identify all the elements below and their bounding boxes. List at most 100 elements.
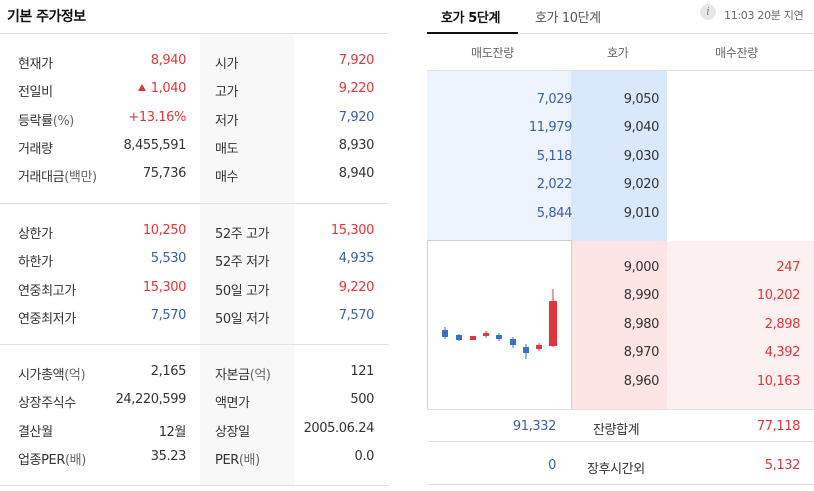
divider bbox=[0, 485, 389, 486]
info-label-unit: (%) bbox=[52, 113, 75, 129]
info-row: 업종PER(배) 35.23 PER(배) 0.0 bbox=[0, 444, 389, 472]
active-tab-indicator bbox=[427, 32, 518, 34]
info-value: 121 bbox=[350, 364, 374, 379]
candle bbox=[523, 347, 529, 353]
info-label-text: 상장일 bbox=[215, 424, 250, 440]
info-label-unit: (억) bbox=[64, 368, 86, 383]
delay-notice: 11:03 20분 지연 bbox=[724, 9, 804, 22]
candle bbox=[510, 339, 516, 345]
info-row: 결산월 12월 상장일 2005.06.24 bbox=[0, 416, 389, 444]
info-value: 1,040 bbox=[137, 81, 187, 97]
ask-qty: 7,029 bbox=[536, 92, 573, 107]
info-value-text: 12월 bbox=[158, 424, 187, 440]
info-value: 8,940 bbox=[151, 53, 187, 68]
info-label-unit: (배) bbox=[238, 452, 260, 468]
info-label: 연중최고가 bbox=[18, 280, 76, 299]
info-row: 현재가 8,940 시가 7,920 bbox=[0, 48, 389, 76]
bid-price[interactable]: 8,980 bbox=[623, 316, 660, 332]
ask-price[interactable]: 9,020 bbox=[623, 177, 660, 193]
ask-qty: 2,022 bbox=[536, 177, 573, 193]
info-value: 15,300 bbox=[143, 280, 186, 295]
info-label: 결산월 bbox=[18, 421, 53, 440]
divider bbox=[427, 484, 814, 485]
info-row: 거래대금(백만) 75,736 매수 8,940 bbox=[0, 161, 389, 189]
info-row: 전일비 1,040 고가 9,220 bbox=[0, 76, 389, 104]
info-value: 9,220 bbox=[338, 279, 375, 295]
label-column-bg bbox=[200, 34, 294, 203]
bid-qty-bg bbox=[667, 241, 814, 409]
info-label: 전일비 bbox=[18, 81, 53, 100]
ask-price[interactable]: 9,050 bbox=[623, 92, 660, 107]
info-value-text: 75,736 bbox=[142, 166, 186, 182]
ask-price[interactable]: 9,030 bbox=[623, 148, 660, 164]
info-value: 8,455,591 bbox=[123, 138, 186, 153]
info-row: 하한가 5,530 52주 저가 4,935 bbox=[0, 246, 389, 274]
info-value: 7,920 bbox=[338, 109, 375, 125]
info-value: 0.0 bbox=[354, 448, 375, 464]
info-row: 연중최저가 7,570 50일 저가 7,570 bbox=[0, 303, 389, 331]
info-value-text: +13.16% bbox=[128, 109, 186, 125]
info-value: 35.23 bbox=[151, 449, 187, 464]
candle bbox=[549, 301, 557, 346]
info-value: 500 bbox=[350, 392, 374, 408]
info-label-text: 52주 저가 bbox=[215, 255, 270, 271]
bid-qty: 10,202 bbox=[756, 288, 800, 304]
after-hours-bid-qty: 5,132 bbox=[764, 458, 801, 473]
info-value-text: 8,455,591 bbox=[123, 137, 186, 153]
bid-price[interactable]: 8,990 bbox=[623, 288, 660, 304]
info-label-text: 50일 고가 bbox=[215, 283, 270, 299]
info-value: 7,920 bbox=[338, 53, 375, 68]
label-column-bg bbox=[200, 204, 294, 344]
candle bbox=[442, 330, 448, 337]
info-label-text: 거래대금 bbox=[18, 170, 65, 186]
info-label: 고가 bbox=[215, 81, 239, 101]
info-value: 8,930 bbox=[338, 137, 375, 153]
info-label: 하한가 bbox=[18, 251, 53, 270]
info-value-text: 15,300 bbox=[142, 279, 186, 295]
info-label: 상한가 bbox=[18, 223, 53, 242]
candle bbox=[470, 336, 476, 340]
info-label-unit: (배) bbox=[65, 452, 86, 468]
bid-qty: 10,163 bbox=[756, 373, 800, 389]
bid-qty: 4,392 bbox=[764, 345, 801, 361]
after-hours-label: 장후시간외 bbox=[587, 462, 645, 477]
candle bbox=[536, 345, 542, 349]
info-label-text: 전일비 bbox=[18, 85, 53, 101]
ask-qty-bg bbox=[427, 71, 571, 241]
info-label-text: 저가 bbox=[215, 113, 239, 129]
info-row: 시가총액(억) 2,165 자본금(억) 121 bbox=[0, 359, 389, 387]
bid-price[interactable]: 9,000 bbox=[623, 260, 660, 275]
divider bbox=[427, 33, 814, 34]
info-label-text: 액면가 bbox=[215, 396, 250, 412]
candle bbox=[456, 335, 462, 340]
info-row: 거래량 8,455,591 매도 8,930 bbox=[0, 133, 389, 161]
ask-price-bg bbox=[571, 71, 667, 241]
info-label: 52주 저가 bbox=[215, 251, 270, 271]
candle bbox=[483, 333, 489, 336]
info-label-text: 업종PER bbox=[18, 452, 66, 468]
divider bbox=[427, 409, 814, 410]
info-icon[interactable]: i bbox=[700, 4, 716, 20]
info-value: 24,220,599 bbox=[116, 392, 187, 407]
info-label-text: 고가 bbox=[215, 85, 239, 101]
candle-chart-svg bbox=[442, 289, 557, 359]
info-label: 거래대금(백만) bbox=[18, 166, 97, 185]
info-row: 상한가 10,250 52주 고가 15,300 bbox=[0, 218, 389, 246]
info-row: 연중최고가 15,300 50일 고가 9,220 bbox=[0, 275, 389, 303]
info-value: 12월 bbox=[158, 421, 187, 440]
tab-orderbook-5[interactable]: 호가 5단계 bbox=[441, 11, 501, 26]
ask-price[interactable]: 9,040 bbox=[623, 120, 660, 136]
info-label: 매수 bbox=[215, 166, 239, 185]
ask-price[interactable]: 9,010 bbox=[623, 205, 660, 221]
info-value: 4,935 bbox=[338, 251, 375, 267]
ask-qty: 5,844 bbox=[536, 205, 573, 221]
panel-title: 기본 주가정보 bbox=[7, 9, 86, 25]
bid-price[interactable]: 8,960 bbox=[623, 373, 660, 389]
tab-orderbook-10[interactable]: 호가 10단계 bbox=[535, 11, 601, 26]
bid-price[interactable]: 8,970 bbox=[623, 345, 660, 361]
ask-qty: 11,979 bbox=[528, 120, 572, 136]
up-triangle-icon bbox=[137, 84, 146, 92]
info-value-text: 1,040 bbox=[150, 81, 187, 97]
info-value-text: 2,165 bbox=[150, 364, 187, 379]
total-label: 잔량합계 bbox=[593, 423, 640, 438]
